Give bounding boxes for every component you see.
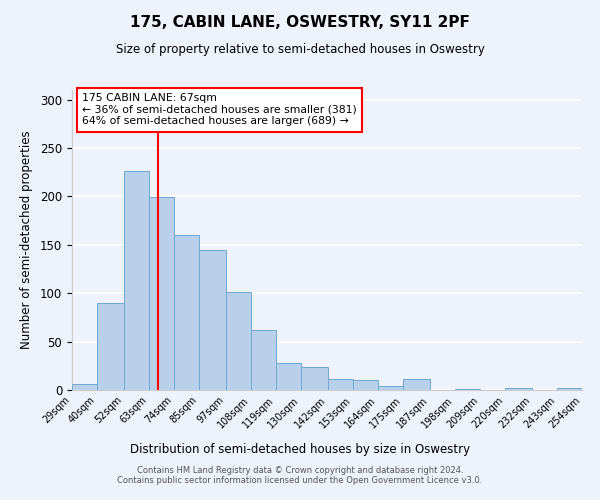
- Bar: [97, 303, 124, 390]
- Bar: [276, 363, 301, 390]
- Bar: [174, 235, 199, 390]
- Bar: [251, 330, 276, 390]
- Text: 175, CABIN LANE, OSWESTRY, SY11 2PF: 175, CABIN LANE, OSWESTRY, SY11 2PF: [130, 15, 470, 30]
- Bar: [124, 172, 149, 390]
- Bar: [226, 292, 251, 390]
- Text: Size of property relative to semi-detached houses in Oswestry: Size of property relative to semi-detach…: [116, 42, 484, 56]
- Text: Distribution of semi-detached houses by size in Oswestry: Distribution of semi-detached houses by …: [130, 442, 470, 456]
- Bar: [557, 388, 582, 390]
- Bar: [403, 380, 430, 390]
- Bar: [353, 380, 378, 390]
- Text: Contains HM Land Registry data © Crown copyright and database right 2024.
Contai: Contains HM Land Registry data © Crown c…: [118, 466, 482, 485]
- Bar: [455, 389, 480, 390]
- Y-axis label: Number of semi-detached properties: Number of semi-detached properties: [20, 130, 33, 350]
- Bar: [378, 386, 403, 390]
- Bar: [301, 367, 328, 390]
- Bar: [149, 198, 174, 390]
- Bar: [199, 250, 226, 390]
- Text: 175 CABIN LANE: 67sqm
← 36% of semi-detached houses are smaller (381)
64% of sem: 175 CABIN LANE: 67sqm ← 36% of semi-deta…: [82, 93, 357, 126]
- Bar: [328, 380, 353, 390]
- Bar: [505, 388, 532, 390]
- Bar: [72, 384, 97, 390]
